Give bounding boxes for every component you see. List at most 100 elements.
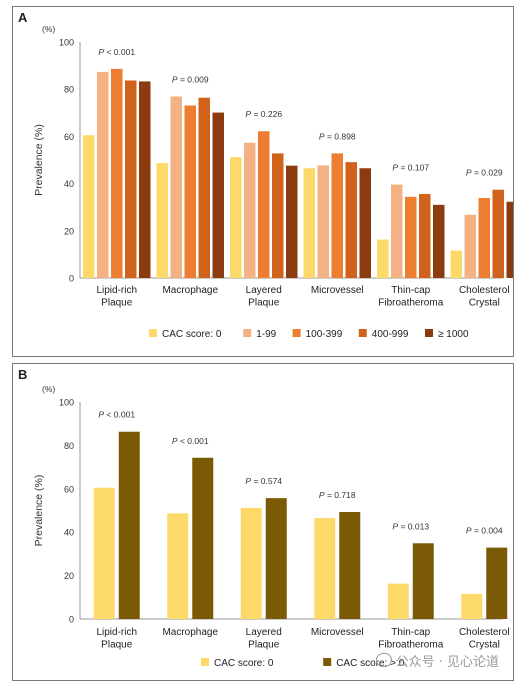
bar: [156, 163, 168, 278]
p-value-label: P = 0.013: [392, 521, 429, 531]
bar: [265, 498, 287, 619]
category-label: Thin-cap Fibroatheroma: [378, 627, 443, 651]
bar: [111, 68, 123, 279]
bar: [492, 189, 504, 278]
legend-label: ≥ 1000: [438, 329, 469, 340]
y-tick-label: 100: [59, 398, 74, 408]
bar: [433, 204, 445, 278]
bar: [317, 165, 329, 278]
legend-swatch: [323, 658, 332, 666]
legend-label: CAC score: > 0: [336, 658, 405, 669]
bar: [359, 168, 371, 278]
chart-a: 0 20 40 60 80 100 (%) Prevalence (%) P < 0.001 Li…: [33, 24, 518, 340]
legend-label: 100-399: [306, 329, 343, 340]
bar: [125, 80, 137, 278]
bar: [377, 239, 389, 278]
legend-swatch: [243, 329, 252, 337]
p-value-label: P = 0.574: [245, 476, 282, 486]
bar: [331, 153, 343, 278]
bar: [139, 81, 151, 278]
bar: [230, 157, 242, 278]
p-value-label: P < 0.001: [98, 47, 135, 57]
bar: [184, 105, 196, 278]
legend-swatch: [292, 329, 301, 337]
bar: [93, 487, 115, 619]
bar: [272, 153, 284, 278]
category-label: Macrophage: [162, 285, 218, 296]
bar: [314, 518, 336, 619]
p-value-label: P = 0.107: [392, 163, 429, 173]
legend-swatch: [425, 329, 433, 337]
bar: [192, 457, 214, 619]
bar: [486, 547, 508, 619]
bar: [212, 112, 224, 279]
bar: [419, 193, 431, 278]
bar: [240, 507, 262, 619]
bar: [97, 71, 109, 278]
bar: [167, 513, 189, 619]
bar: [412, 543, 434, 619]
y-tick-label: 40: [64, 179, 74, 189]
p-value-label: P = 0.226: [245, 109, 282, 119]
wechat-icon: [375, 653, 392, 667]
legend-label: CAC score: 0: [214, 658, 274, 669]
bar: [118, 431, 140, 619]
category-label: Microvessel: [311, 285, 364, 296]
y-tick-label: 80: [64, 441, 74, 451]
bar: [387, 583, 409, 619]
y-tick-label: 0: [69, 615, 74, 625]
chart-b: 0 20 40 60 80 100 (%) Prevalence (%) P < 0.001 Li…: [33, 384, 510, 669]
p-value-label: P = 0.009: [172, 75, 209, 85]
legend-label: CAC score: 0: [162, 329, 222, 340]
legend-label: 1-99: [256, 329, 276, 340]
bar: [339, 512, 361, 619]
bar: [405, 196, 417, 278]
category-label: Cholesterol Crystal: [459, 285, 510, 309]
category-label: Microvessel: [311, 627, 364, 638]
category-label: Cholesterol Crystal: [459, 627, 510, 651]
bar: [244, 142, 256, 278]
panel-a: A 0 20 40 60 80 100 (%) Prevalence (%) P < 0.001…: [12, 6, 518, 357]
y-tick-label: 100: [59, 38, 74, 48]
watermark: 公众号 · 见心论道: [375, 651, 499, 670]
category-label: Layered Plaque: [246, 627, 282, 651]
p-value-label: P = 0.029: [466, 168, 503, 178]
bar: [391, 184, 403, 278]
bar: [258, 131, 270, 278]
y-unit-label: (%): [42, 384, 55, 394]
legend-swatch: [201, 658, 209, 666]
y-tick-label: 80: [64, 85, 74, 95]
y-tick-label: 60: [64, 484, 74, 494]
category-label: Layered Plaque: [246, 285, 282, 309]
y-tick-label: 40: [64, 528, 74, 538]
category-label: Thin-cap Fibroatheroma: [378, 285, 443, 309]
p-value-label: P = 0.718: [319, 490, 356, 500]
bar: [303, 168, 315, 278]
y-tick-label: 60: [64, 132, 74, 142]
category-label: Lipid-rich Plaque: [96, 285, 137, 309]
y-tick-label: 20: [64, 571, 74, 581]
bar: [478, 197, 490, 278]
bar: [461, 593, 483, 619]
bar: [464, 214, 476, 278]
panel-b: B 0 20 40 60 80 100 (%) Prevalence (%) P < 0.001…: [12, 363, 514, 681]
panel-label-b: B: [18, 367, 28, 382]
bar: [286, 165, 298, 278]
p-value-label: P = 0.898: [319, 131, 356, 141]
y-axis-title: Prevalence (%): [33, 475, 45, 547]
bar: [170, 96, 182, 279]
bar: [506, 201, 518, 278]
y-axis-title: Prevalence (%): [33, 124, 45, 196]
bar: [198, 97, 210, 278]
p-value-label: P < 0.001: [98, 410, 135, 420]
watermark-text: 公众号 · 见心论道: [395, 655, 499, 670]
p-value-label: P < 0.001: [172, 436, 209, 446]
category-label: Lipid-rich Plaque: [96, 627, 137, 651]
panel-label-a: A: [18, 10, 28, 25]
y-tick-label: 20: [64, 226, 74, 236]
legend-swatch: [149, 329, 157, 337]
bar: [83, 135, 95, 278]
legend-label: 400-999: [372, 329, 409, 340]
y-unit-label: (%): [42, 24, 55, 34]
legend-swatch: [358, 329, 367, 337]
